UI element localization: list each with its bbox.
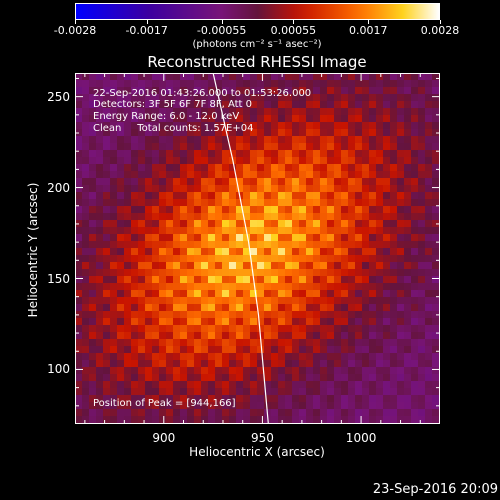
x-tick-label: 950 (250, 431, 274, 445)
y-axis-label: Heliocentric Y (arcsec) (26, 182, 40, 318)
colorbar (75, 3, 440, 20)
heatmap-cells (75, 73, 440, 424)
colorbar-tick-label: 0.0017 (349, 24, 388, 37)
annotation-detectors: Detectors: 3F 5F 6F 7F 8F, Att 0 (93, 99, 253, 110)
colorbar-tick (75, 20, 76, 24)
colorbar-tick-label: 0.00055 (270, 24, 317, 37)
colorbar-tick (221, 20, 223, 24)
y-tick-label: 250 (47, 89, 70, 104)
colorbar-tick (146, 20, 148, 24)
annotation-time-range: 22-Sep-2016 01:43:26.000 to 01:53:26.000 (93, 88, 312, 99)
colorbar-tick (368, 20, 370, 24)
colorbar-tick-label: 0.0028 (420, 24, 460, 37)
x-tick-label: 1000 (345, 431, 377, 445)
x-tick-label: 900 (152, 431, 176, 445)
annotation-counts: Clean Total counts: 1.57E+04 (93, 123, 254, 134)
colorbar-tick (293, 20, 295, 24)
annotation-energy: Energy Range: 6.0 - 12.0 keV (93, 111, 240, 122)
y-tick-label: 100 (47, 362, 70, 377)
rhessi-image-plot (75, 73, 440, 424)
plot-frame (75, 73, 440, 424)
colorbar-tick-label: -0.0017 (125, 24, 168, 37)
solar-limb-line (212, 73, 269, 424)
annotation-peak: Position of Peak = [944,166] (93, 398, 236, 409)
chart-title: Reconstructed RHESSI Image (147, 53, 367, 71)
x-axis-label: Heliocentric X (arcsec) (189, 445, 325, 459)
y-tick-label: 200 (47, 180, 70, 195)
colorbar-tick (440, 20, 441, 24)
colorbar-tick-label: -0.00055 (196, 24, 247, 37)
y-tick-label: 150 (47, 271, 70, 286)
footer-date: 23-Sep-2016 20:09 (372, 482, 498, 497)
colorbar-tick-label: -0.0028 (53, 24, 97, 37)
colorbar-unit-label: (photons cm⁻² s⁻¹ asec⁻²) (192, 39, 322, 50)
